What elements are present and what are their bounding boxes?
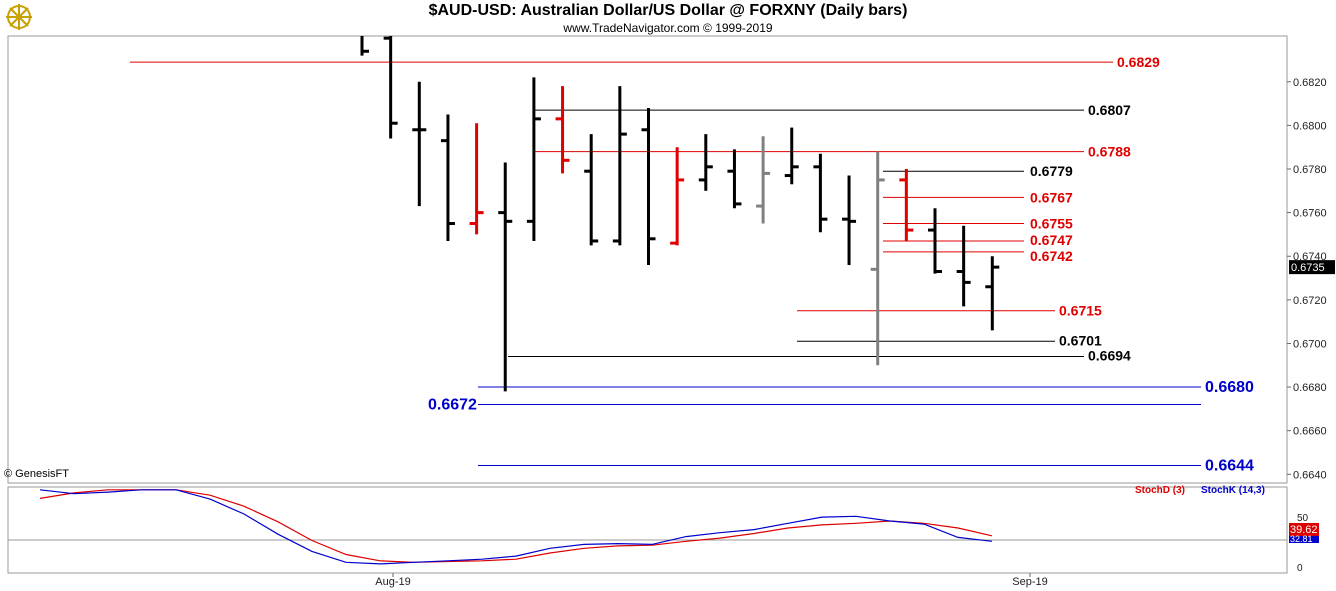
- price-level-label: 0.6767: [1030, 189, 1073, 205]
- price-level-label: 0.6747: [1030, 232, 1073, 248]
- price-level: 0.6644: [478, 458, 1254, 475]
- copyright-label: © GenesisFT: [4, 468, 69, 480]
- ohlc-bar: [498, 162, 513, 392]
- price-tick-label: 0.6700: [1293, 338, 1327, 350]
- price-level-label: 0.6715: [1059, 303, 1102, 319]
- price-tick-label: 0.6660: [1293, 426, 1327, 438]
- ohlc-bar: [813, 153, 828, 233]
- chart-header: $AUD-USD: Australian Dollar/US Dollar @ …: [0, 0, 1336, 36]
- ohlc-bar: [584, 134, 599, 246]
- date-tick-label: Sep-19: [1012, 576, 1047, 588]
- price-level-label: 0.6755: [1030, 216, 1073, 232]
- price-tick-label: 0.6820: [1293, 77, 1327, 89]
- ohlc-bar: [360, 36, 369, 56]
- price-level: 0.6767: [883, 189, 1073, 205]
- price-level-label: 0.6779: [1030, 163, 1073, 179]
- price-level-label: 0.6644: [1205, 458, 1254, 475]
- ohlc-bar: [870, 151, 885, 366]
- price-level: 0.6829: [130, 54, 1160, 70]
- date-axis: Aug-19 Sep-19: [375, 573, 1048, 588]
- stoch-d-legend: StochD (3): [1135, 485, 1185, 496]
- ohlc-bar: [612, 86, 627, 246]
- ohlc-bar: [727, 149, 742, 209]
- ohlc-bar: [526, 77, 541, 241]
- stoch-plot-border: [7, 486, 1288, 574]
- chart-subtitle: www.TradeNavigator.com © 1999-2019: [563, 21, 773, 35]
- ship-wheel-logo-icon: [6, 4, 32, 30]
- price-level: 0.6742: [883, 248, 1073, 264]
- price-level-label: 0.6742: [1030, 248, 1073, 264]
- support-resistance-levels: 0.68290.68070.67880.67790.67670.67550.67…: [130, 54, 1254, 475]
- ohlc-bar: [899, 169, 914, 241]
- price-level-label: 0.6807: [1088, 102, 1131, 118]
- price-axis: 0.66400.66600.66800.67000.67200.67400.67…: [1287, 77, 1335, 481]
- price-level: 0.6672: [428, 397, 1201, 414]
- stoch-k-value-label: 32.81: [1290, 534, 1313, 544]
- ohlc-bar: [641, 107, 656, 265]
- ohlc-bar: [440, 114, 455, 241]
- price-level: 0.6680: [478, 379, 1254, 396]
- stoch-d-value-label: 39.62: [1290, 524, 1318, 536]
- ohlc-bar: [469, 123, 484, 235]
- ohlc-bar: [555, 86, 570, 174]
- stoch-k-line: [39, 489, 993, 565]
- ohlc-bar: [842, 175, 857, 265]
- price-level-label: 0.6672: [428, 397, 477, 414]
- price-level-label: 0.6694: [1088, 348, 1131, 364]
- price-tick-label: 0.6760: [1293, 208, 1327, 220]
- price-level-label: 0.6829: [1117, 54, 1160, 70]
- price-level: 0.6807: [535, 102, 1131, 118]
- price-level: 0.6694: [508, 348, 1131, 364]
- price-level: 0.6701: [797, 332, 1102, 348]
- price-tick-label: 0.6780: [1293, 164, 1327, 176]
- ohlc-bar: [670, 147, 685, 246]
- ohlc-bar: [985, 256, 1000, 331]
- stoch-tick-label: 50: [1297, 513, 1309, 524]
- price-level: 0.6715: [797, 303, 1102, 319]
- price-level: 0.6747: [883, 232, 1073, 248]
- stoch-k-legend: StochK (14,3): [1201, 485, 1265, 496]
- price-tick-label: 0.6640: [1293, 469, 1327, 481]
- price-level-label: 0.6701: [1059, 332, 1102, 348]
- price-bars: [360, 36, 1000, 392]
- ohlc-bar: [928, 208, 942, 274]
- price-tick-label: 0.6800: [1293, 120, 1327, 132]
- ohlc-bar: [412, 81, 427, 207]
- chart-title: $AUD-USD: Australian Dollar/US Dollar @ …: [428, 2, 908, 19]
- stoch-k-value-box: [1289, 536, 1319, 543]
- last-price-label: 0.6735: [1291, 262, 1325, 274]
- ohlc-bar: [383, 36, 398, 139]
- chart-frame: [7, 35, 1288, 484]
- ohlc-bar: [784, 127, 799, 185]
- ohlc-bar: [756, 136, 771, 224]
- stoch-d-line: [39, 489, 993, 563]
- stoch-d-value-box: [1289, 523, 1319, 536]
- last-price-box: [1289, 260, 1335, 275]
- stoch-tick-label: 0: [1297, 563, 1303, 574]
- ohlc-bar: [956, 225, 971, 307]
- price-tick-label: 0.6680: [1293, 382, 1327, 394]
- price-plot-border: [7, 35, 1288, 484]
- price-level-label: 0.6788: [1088, 144, 1131, 160]
- price-level-label: 0.6680: [1205, 379, 1254, 396]
- price-level: 0.6788: [535, 144, 1131, 160]
- ohlc-bar: [698, 134, 713, 191]
- date-tick-label: Aug-19: [375, 576, 410, 588]
- price-level: 0.6779: [883, 163, 1073, 179]
- price-tick-label: 0.6720: [1293, 295, 1327, 307]
